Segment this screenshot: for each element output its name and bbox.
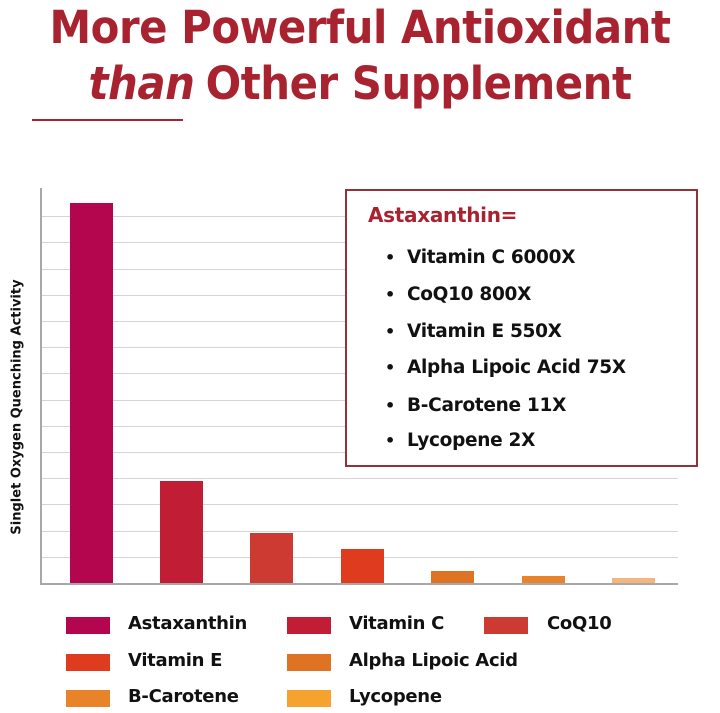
title-emphasis: than [88,57,195,110]
y-axis [40,188,42,585]
callout-item-text: Vitamin E 550X [407,321,562,342]
legend-swatch-b-carotene [66,690,110,707]
x-axis [40,583,678,585]
gridline [42,504,678,505]
bar-coq10 [250,533,293,583]
callout-item-text: CoQ10 800X [407,284,532,305]
legend-swatch-astaxanthin [66,617,110,634]
callout-item: • Vitamin E 550X [385,321,562,342]
legend-swatch-vitamin-c [287,617,331,634]
legend-swatch-vitamin-e [66,654,110,671]
callout-item-text: Vitamin C 6000X [407,247,576,268]
bar-astaxanthin [70,203,113,583]
bullet-icon: • [385,431,395,450]
title-line-1: More Powerful Antioxidant [49,1,671,54]
bullet-icon: • [385,248,395,267]
bullet-icon: • [385,396,395,415]
callout-item: • CoQ10 800X [385,284,531,305]
callout-item: • B-Carotene 11X [385,395,566,416]
comparison-callout-box: Astaxanthin= • Vitamin C 6000X • CoQ10 800… [345,189,698,467]
bar-alpha-lipoic-acid [431,571,474,583]
bar-vitamin-e [341,549,384,583]
legend-label-b-carotene: B-Carotene [128,686,239,707]
callout-item-text: B-Carotene 11X [407,395,567,416]
callout-item: • Lycopene 2X [385,430,535,451]
callout-item-text: Lycopene 2X [407,430,536,451]
bullet-icon: • [385,285,395,304]
callout-item-text: Alpha Lipoic Acid 75X [407,357,626,378]
bar-vitamin-c [160,481,203,583]
title-rest: Other Supplement [205,57,632,110]
gridline [42,478,678,479]
legend-label-vitamin-c: Vitamin C [349,613,445,634]
legend-swatch-alpha-lipoic-acid [287,654,331,671]
legend-label-astaxanthin: Astaxanthin [128,613,248,634]
legend-swatch-lycopene [287,690,331,707]
legend-label-coq10: CoQ10 [547,613,612,634]
legend-label-lycopene: Lycopene [349,686,442,707]
bar-b-carotene [522,576,565,583]
legend-label-alpha-lipoic-acid: Alpha Lipoic Acid [349,650,518,671]
callout-item: • Alpha Lipoic Acid 75X [385,357,626,378]
bullet-icon: • [385,358,395,377]
title-underline [32,119,183,121]
gridline [42,531,678,532]
legend-label-vitamin-e: Vitamin E [128,650,223,671]
bar-lycopene [612,578,655,583]
y-axis-label: Singlet Oxygen Quenching Activity [9,279,25,535]
title-line-2: than Other Supplement [25,58,695,110]
legend-swatch-coq10 [484,617,528,634]
bullet-icon: • [385,322,395,341]
callout-heading: Astaxanthin= [368,203,518,227]
callout-item: • Vitamin C 6000X [385,247,575,268]
